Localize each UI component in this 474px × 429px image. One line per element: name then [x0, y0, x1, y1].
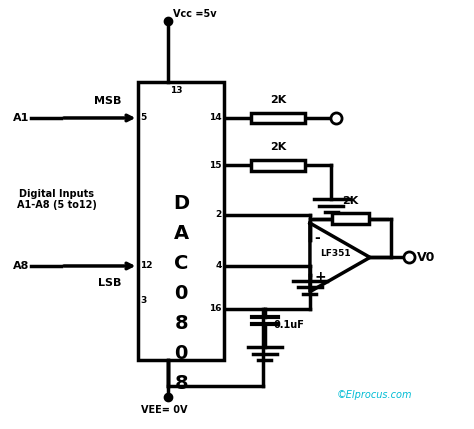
Text: Digital Inputs
A1-A8 (5 to12): Digital Inputs A1-A8 (5 to12)	[17, 189, 97, 210]
Text: 8: 8	[174, 314, 188, 333]
Text: A: A	[173, 224, 189, 243]
Text: A8: A8	[12, 261, 29, 271]
Text: 12: 12	[140, 262, 153, 270]
Text: 15: 15	[210, 161, 222, 169]
Text: 3: 3	[140, 296, 147, 305]
Text: ©Elprocus.com: ©Elprocus.com	[337, 390, 412, 400]
Text: A1: A1	[12, 113, 29, 123]
Text: 0: 0	[174, 284, 188, 303]
Text: 8: 8	[174, 375, 188, 393]
Text: Vcc =5v: Vcc =5v	[173, 9, 216, 19]
Text: 0.1uF: 0.1uF	[273, 320, 304, 329]
Bar	[251, 160, 305, 170]
Text: 13: 13	[171, 86, 183, 95]
Text: -: -	[314, 231, 320, 245]
Text: D: D	[173, 194, 189, 213]
Bar	[251, 112, 305, 124]
Text: +: +	[314, 270, 326, 284]
Text: 5: 5	[140, 114, 147, 122]
Bar	[138, 82, 224, 360]
Text: C: C	[174, 254, 189, 273]
Text: 14: 14	[210, 114, 222, 122]
Text: 0: 0	[174, 344, 188, 363]
Text: VEE= 0V: VEE= 0V	[141, 405, 187, 415]
Text: LSB: LSB	[98, 278, 121, 288]
Text: MSB: MSB	[94, 96, 121, 106]
Text: 2K: 2K	[343, 196, 359, 206]
Text: 16: 16	[210, 305, 222, 313]
Bar	[332, 214, 369, 224]
Text: V0: V0	[417, 251, 436, 264]
Text: 4: 4	[216, 262, 222, 270]
Text: 2K: 2K	[270, 95, 286, 105]
Text: LF351: LF351	[320, 249, 351, 257]
Text: 2: 2	[216, 210, 222, 219]
Text: 2K: 2K	[270, 142, 286, 152]
